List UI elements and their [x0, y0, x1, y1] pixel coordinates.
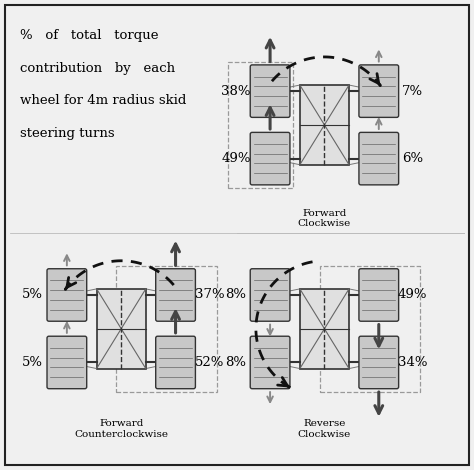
Text: 34%: 34%	[398, 356, 428, 369]
FancyBboxPatch shape	[156, 269, 195, 321]
FancyBboxPatch shape	[359, 269, 399, 321]
FancyBboxPatch shape	[47, 269, 87, 321]
Bar	[319, 266, 420, 392]
FancyBboxPatch shape	[47, 336, 87, 389]
Text: Reverse
Clockwise: Reverse Clockwise	[298, 419, 351, 439]
Text: 6%: 6%	[402, 152, 423, 165]
FancyBboxPatch shape	[156, 336, 195, 389]
Bar	[300, 85, 349, 164]
Bar	[228, 62, 293, 188]
Text: 37%: 37%	[195, 289, 224, 301]
FancyBboxPatch shape	[250, 269, 290, 321]
Text: Forward
Clockwise: Forward Clockwise	[298, 209, 351, 228]
Text: wheel for 4m radius skid: wheel for 4m radius skid	[19, 94, 186, 108]
Text: 49%: 49%	[221, 152, 251, 165]
Text: 7%: 7%	[402, 85, 423, 98]
Text: steering turns: steering turns	[19, 127, 114, 140]
FancyBboxPatch shape	[359, 133, 399, 185]
Text: 38%: 38%	[221, 85, 251, 98]
Text: 5%: 5%	[22, 356, 43, 369]
Bar	[117, 266, 217, 392]
Text: %   of   total   torque: % of total torque	[19, 29, 158, 42]
FancyBboxPatch shape	[250, 65, 290, 118]
Text: 8%: 8%	[226, 356, 246, 369]
Bar	[300, 289, 349, 368]
FancyBboxPatch shape	[250, 133, 290, 185]
Text: 8%: 8%	[226, 289, 246, 301]
Text: contribution   by   each: contribution by each	[19, 62, 175, 75]
Text: Forward
Counterclockwise: Forward Counterclockwise	[74, 419, 168, 439]
Bar	[97, 289, 146, 368]
FancyBboxPatch shape	[359, 65, 399, 118]
Text: 52%: 52%	[195, 356, 224, 369]
FancyBboxPatch shape	[250, 336, 290, 389]
Text: 5%: 5%	[22, 289, 43, 301]
FancyBboxPatch shape	[359, 336, 399, 389]
Text: 49%: 49%	[398, 289, 428, 301]
